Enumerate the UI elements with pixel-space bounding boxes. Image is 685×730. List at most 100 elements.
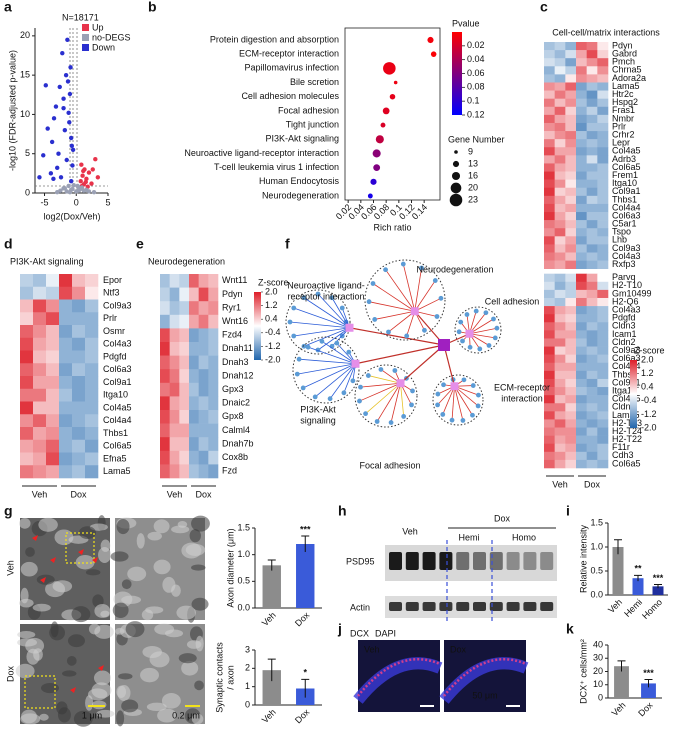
heatmap-cell (46, 427, 60, 441)
heatmap-cell (20, 427, 34, 441)
band (523, 602, 537, 611)
heatmap-cell (597, 98, 609, 108)
heatmap-cell (160, 382, 170, 397)
point (84, 187, 89, 193)
heatmap-cell (46, 388, 60, 402)
heatmap-cell (208, 274, 219, 288)
edge (303, 327, 350, 347)
heatmap-cell (586, 106, 598, 116)
heatmap-cell (554, 378, 566, 388)
heatmap-cell (565, 419, 577, 428)
panel-title: Neurodegeneration (148, 256, 225, 266)
gene-label: Lama5 (612, 81, 640, 91)
gene-node (386, 329, 391, 335)
x-tick-label: Dox (636, 700, 655, 719)
heatmap-cell (554, 443, 566, 453)
heatmap-cell (85, 388, 99, 402)
heatmap-cell (72, 465, 86, 479)
heatmap-cell (544, 228, 555, 237)
point (83, 179, 88, 185)
heatmap-cell (554, 338, 566, 347)
gene-node (432, 278, 438, 283)
micrograph-texture (121, 699, 139, 713)
heatmap-cell (179, 301, 190, 316)
gene-label: Rxfp3 (612, 259, 636, 269)
heatmap-cell (20, 350, 34, 364)
heatmap-cell (544, 212, 555, 221)
micrograph-texture (19, 517, 31, 529)
pathway-node (351, 359, 360, 368)
cluster-outline (292, 336, 360, 404)
point (64, 157, 69, 163)
edge (368, 301, 415, 312)
bar (262, 670, 281, 705)
gene-label: Cldn2 (612, 337, 636, 347)
gene-node (301, 295, 307, 301)
heatmap-cell (576, 114, 587, 124)
edge (388, 310, 415, 333)
edge (385, 269, 416, 312)
heatmap-cell (544, 203, 555, 213)
y-tick-label: 1.0 (590, 541, 603, 551)
heatmap-cell (554, 114, 566, 124)
micrograph-texture (91, 682, 112, 699)
legend-swatch (82, 34, 89, 41)
dot (373, 164, 381, 172)
point (79, 185, 85, 190)
heatmap-cell (586, 260, 598, 269)
point (70, 163, 75, 168)
heatmap-cell (565, 122, 577, 132)
gene-node (422, 327, 427, 333)
heatmap-cell (46, 414, 60, 428)
heatmap-cell (33, 363, 47, 377)
cluster-label: Cell adhesion (485, 296, 540, 306)
heatmap-cell (59, 401, 73, 415)
band (456, 602, 470, 611)
edge (451, 386, 455, 421)
point (90, 167, 95, 172)
heatmap-cell (544, 147, 555, 156)
heatmap-cell (544, 354, 555, 364)
gene-label: Col4a3 (612, 305, 641, 315)
edge (454, 386, 473, 416)
heatmap-cell (189, 382, 199, 397)
heatmap-cell (597, 387, 609, 396)
heatmap-cell (576, 50, 587, 59)
heatmap-cell (565, 346, 577, 355)
gene-node (392, 368, 398, 373)
point (68, 135, 74, 141)
heatmap-cell (160, 328, 170, 343)
band (405, 602, 419, 611)
heatmap-cell (189, 369, 199, 384)
y-axis-label: Relative intensity (578, 524, 588, 593)
heatmap-cell (46, 274, 60, 288)
bar (652, 586, 664, 595)
heatmap-cell (189, 314, 199, 329)
gene-node (291, 333, 297, 339)
heatmap-cell (198, 274, 209, 288)
heatmap-cell (544, 427, 555, 436)
heatmap-cell (576, 228, 587, 237)
edge (454, 386, 464, 421)
heatmap-cell (586, 131, 598, 140)
gene-label: Gabrd (612, 49, 637, 59)
gene-label: Dnah3 (222, 357, 249, 367)
gene-node (438, 295, 444, 301)
heatmap-cell (565, 131, 577, 140)
colorbar-tick-label: -2.0 (265, 354, 281, 364)
dot (427, 36, 434, 44)
heatmap-cell (586, 252, 598, 261)
heatmap-cell (554, 289, 566, 299)
colorbar-tick-label: -1.2 (265, 341, 281, 351)
gene-label: Cldn1 (612, 402, 636, 412)
heatmap-cell (554, 187, 566, 197)
heatmap-cell (179, 437, 190, 452)
heatmap-cell (189, 450, 199, 465)
heatmap-cell (544, 322, 555, 331)
y-tick-label: 1.5 (590, 517, 603, 527)
x-tick-label: Veh (610, 700, 628, 718)
x-tick-label: Dox (293, 610, 312, 629)
heatmap-cell (586, 163, 598, 172)
panel-letter: e (136, 236, 144, 252)
gene-label: Parvq (612, 272, 636, 282)
